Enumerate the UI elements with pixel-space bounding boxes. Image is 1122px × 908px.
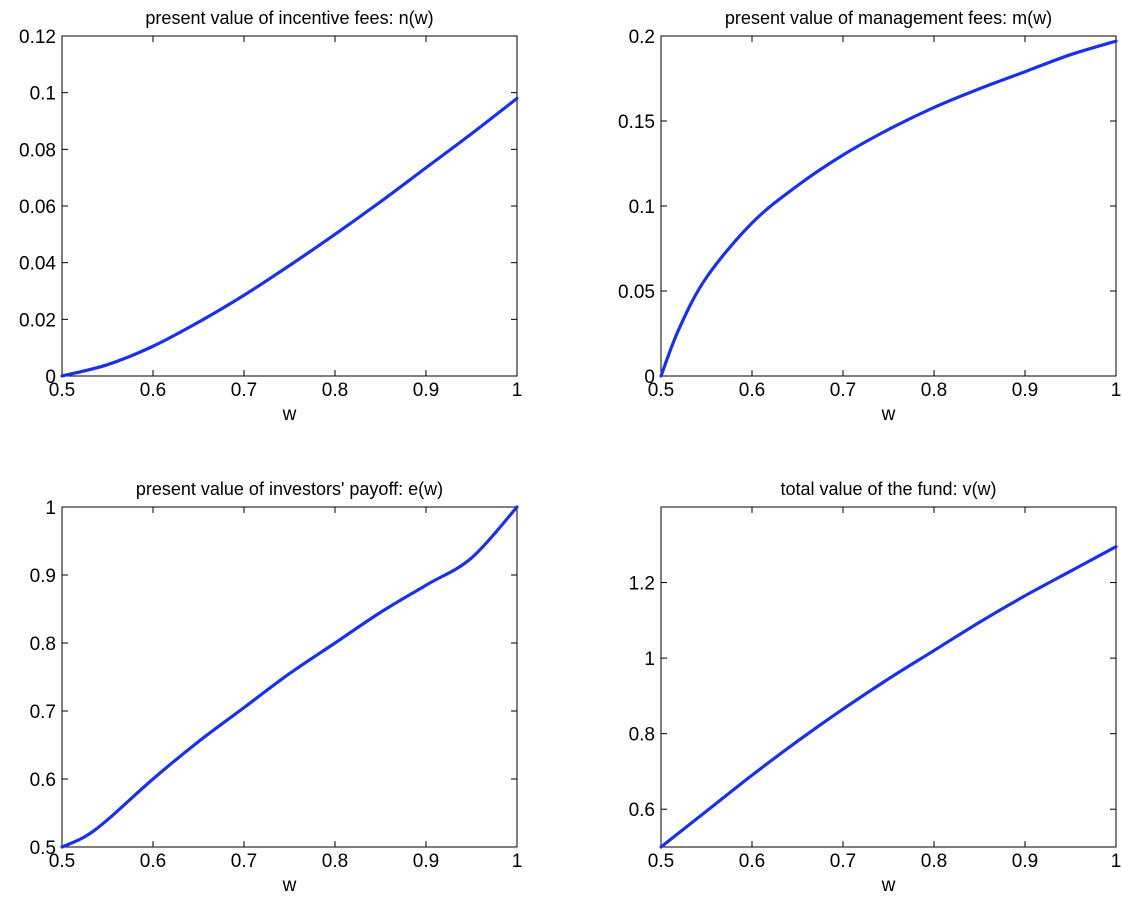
- x-tick-label: 0.6: [140, 380, 166, 401]
- y-tick-label: 0.8: [629, 725, 655, 746]
- series-line: [659, 39, 1118, 378]
- x-tick-label: 0.5: [49, 380, 75, 401]
- x-tick-label: 0.7: [830, 851, 856, 872]
- y-tick-label: 0.12: [19, 27, 56, 48]
- x-tick-label: 0.7: [231, 380, 257, 401]
- series-line: [659, 545, 1118, 849]
- chart-title: present value of management fees: m(w): [725, 8, 1052, 28]
- chart-title: total value of the fund: v(w): [780, 479, 996, 499]
- y-tick-label: 0.02: [19, 310, 56, 331]
- x-tick-label: 0.5: [648, 851, 674, 872]
- x-tick-label: 0.9: [1012, 851, 1038, 872]
- plot-frame: [61, 35, 518, 377]
- x-tick-label: 1: [1111, 851, 1122, 872]
- x-tick-label: 0.8: [322, 851, 348, 872]
- x-tick-label: 0.6: [140, 851, 166, 872]
- x-axis-label: w: [282, 875, 297, 896]
- x-axis-label: w: [881, 404, 896, 425]
- y-tick-label: 0.1: [629, 197, 655, 218]
- y-tick-label: 0.08: [19, 140, 56, 161]
- y-tick-label: 0.06: [19, 197, 56, 218]
- y-tick-label: 0.04: [19, 254, 56, 275]
- panel-management-fees: present value of management fees: m(w) 0.…: [618, 8, 1121, 425]
- y-tick-label: 0.1: [30, 84, 56, 105]
- y-tick-label: 0.9: [30, 566, 56, 587]
- x-tick-label: 0.9: [413, 851, 439, 872]
- x-axis-label: w: [282, 404, 297, 425]
- x-tick-label: 0.8: [322, 380, 348, 401]
- plot-frame: [660, 35, 1117, 377]
- y-tick-label: 0.6: [629, 800, 655, 821]
- x-tick-label: 0.7: [231, 851, 257, 872]
- x-tick-label: 0.5: [648, 380, 674, 401]
- series-line: [60, 96, 519, 378]
- y-tick-label: 0.7: [30, 702, 56, 723]
- y-tick-label: 0.8: [30, 634, 56, 655]
- series-line: [60, 505, 519, 849]
- x-tick-label: 0.8: [921, 851, 947, 872]
- x-tick-label: 0.6: [739, 380, 765, 401]
- plot-frame: [660, 506, 1117, 848]
- chart-title: present value of incentive fees: n(w): [145, 8, 433, 28]
- x-tick-label: 0.9: [413, 380, 439, 401]
- y-tick-label: 0.5: [30, 838, 56, 859]
- x-tick-label: 0.5: [49, 851, 75, 872]
- x-tick-label: 0.8: [921, 380, 947, 401]
- y-tick-label: 0: [644, 367, 655, 388]
- y-tick-label: 1.2: [629, 574, 655, 595]
- y-tick-label: 1: [644, 649, 655, 670]
- y-tick-label: 1: [45, 498, 56, 519]
- x-tick-label: 1: [512, 380, 523, 401]
- y-tick-label: 0.05: [618, 282, 655, 303]
- x-tick-label: 0.6: [739, 851, 765, 872]
- x-tick-label: 0.9: [1012, 380, 1038, 401]
- x-axis-label: w: [881, 875, 896, 896]
- x-tick-label: 1: [512, 851, 523, 872]
- plot-frame: [61, 506, 518, 848]
- y-tick-label: 0.15: [618, 112, 655, 133]
- panel-investors-payoff: present value of investors' payoff: e(w)…: [30, 479, 523, 896]
- panel-total-fund-value: total value of the fund: v(w) 0.5 0.6 0.7 0.…: [629, 479, 1122, 896]
- x-tick-label: 1: [1111, 380, 1122, 401]
- y-tick-label: 0: [45, 367, 56, 388]
- panel-incentive-fees: present value of incentive fees: n(w) 0.5…: [19, 8, 522, 425]
- chart-title: present value of investors' payoff: e(w): [136, 479, 443, 499]
- x-tick-label: 0.7: [830, 380, 856, 401]
- y-tick-label: 0.6: [30, 770, 56, 791]
- y-tick-label: 0.2: [629, 27, 655, 48]
